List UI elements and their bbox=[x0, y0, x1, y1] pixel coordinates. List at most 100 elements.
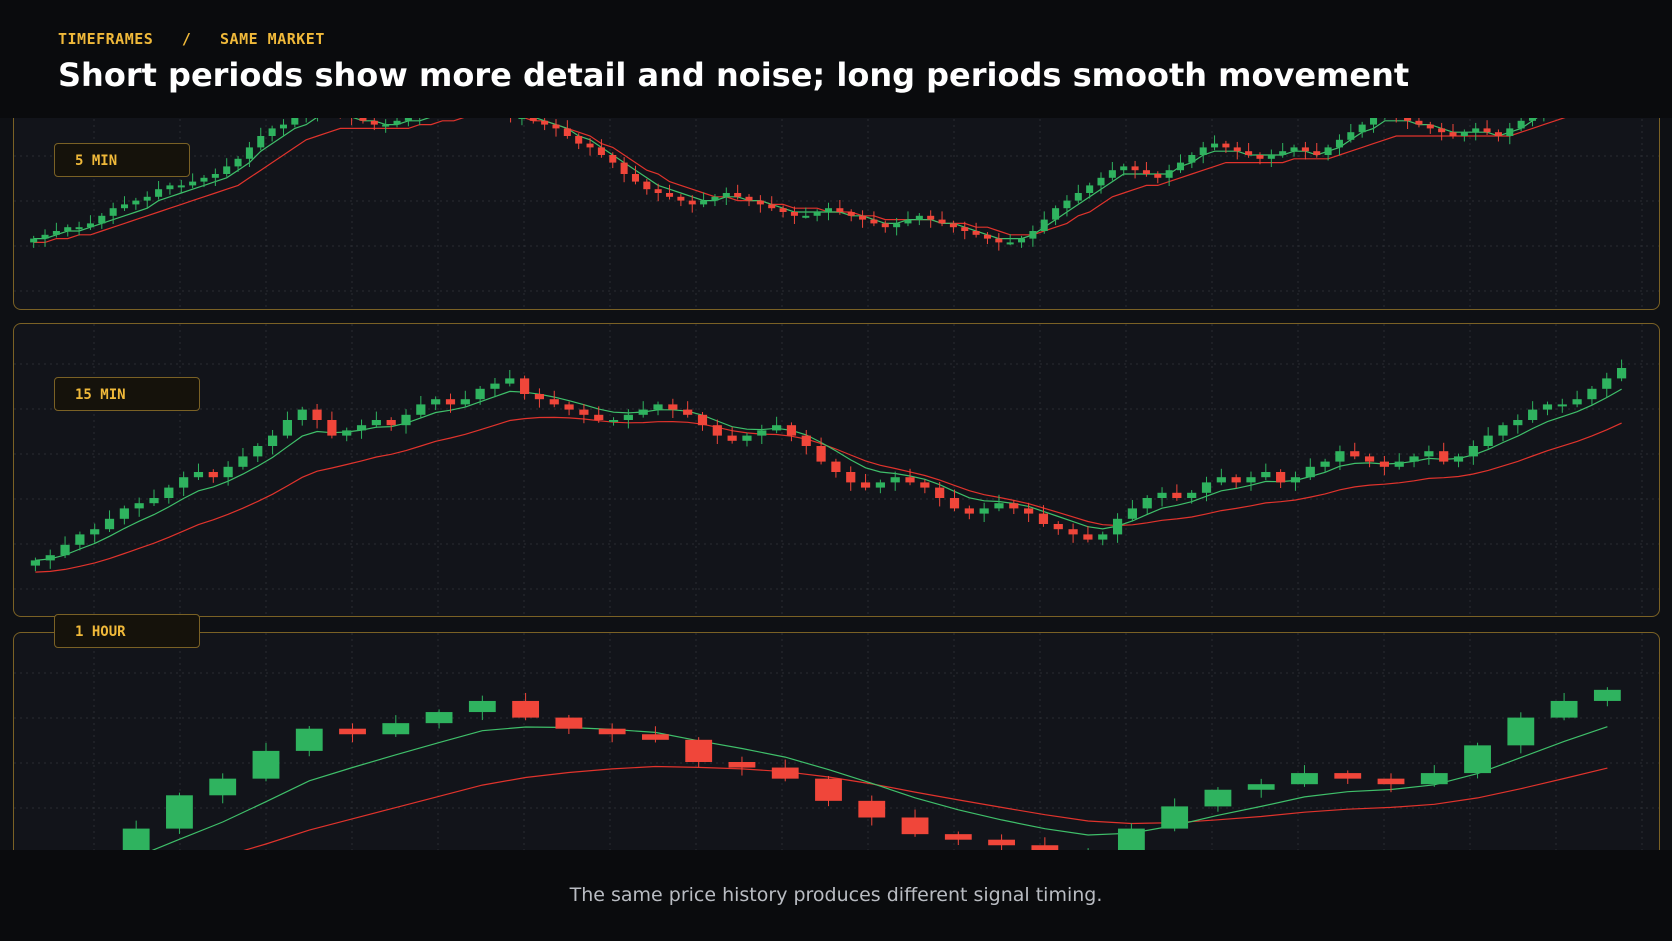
candle bbox=[1483, 427, 1493, 449]
candle-body bbox=[279, 124, 287, 129]
candle bbox=[688, 195, 696, 213]
candle-body bbox=[1211, 143, 1219, 148]
candle bbox=[944, 831, 972, 846]
candle bbox=[1231, 474, 1241, 489]
candle bbox=[802, 207, 810, 219]
candle bbox=[1068, 523, 1078, 543]
candle bbox=[1449, 123, 1457, 139]
candle-body bbox=[431, 399, 441, 405]
candle-body bbox=[722, 193, 730, 197]
candle bbox=[134, 497, 144, 517]
candle-body bbox=[949, 498, 960, 509]
candle bbox=[786, 422, 797, 442]
candle-body bbox=[104, 518, 115, 530]
candle bbox=[875, 479, 885, 494]
candle-body bbox=[771, 767, 799, 779]
candle bbox=[382, 715, 410, 737]
candle bbox=[1507, 712, 1535, 754]
candle bbox=[623, 409, 633, 429]
candle-body bbox=[623, 414, 633, 420]
candle bbox=[166, 792, 193, 834]
candle bbox=[1083, 525, 1093, 543]
candle-body bbox=[677, 196, 685, 201]
candle-body bbox=[393, 120, 401, 125]
candle-body bbox=[30, 560, 41, 566]
candle-body bbox=[75, 534, 85, 545]
candle-body bbox=[1424, 451, 1434, 457]
candle bbox=[1063, 195, 1071, 217]
candle-body bbox=[564, 404, 574, 410]
candle bbox=[30, 235, 38, 248]
candle bbox=[179, 471, 189, 497]
candle-body bbox=[685, 739, 713, 762]
page-title: Short periods show more detail and noise… bbox=[58, 56, 1410, 94]
candle-body bbox=[1204, 789, 1232, 807]
candle-body bbox=[382, 124, 390, 127]
candle bbox=[915, 213, 923, 226]
candle bbox=[223, 158, 231, 177]
candle bbox=[339, 723, 366, 743]
candle bbox=[575, 133, 583, 150]
candles bbox=[30, 71, 1627, 251]
candle bbox=[75, 221, 83, 236]
candle bbox=[813, 209, 821, 222]
candle bbox=[295, 726, 323, 757]
candle-body bbox=[1131, 166, 1139, 171]
candle bbox=[901, 809, 929, 837]
candle-body bbox=[342, 430, 352, 436]
candle-body bbox=[802, 215, 810, 218]
candle-body bbox=[1009, 503, 1019, 509]
candle-body bbox=[245, 147, 253, 159]
candle bbox=[1112, 513, 1123, 543]
candle bbox=[994, 494, 1004, 512]
candle-body bbox=[1120, 166, 1128, 171]
candle-body bbox=[927, 215, 935, 220]
candle bbox=[98, 213, 106, 229]
candle bbox=[1335, 445, 1345, 471]
candle-body bbox=[935, 487, 945, 498]
candle-body bbox=[371, 420, 381, 426]
candle-body bbox=[257, 136, 265, 148]
candle bbox=[1038, 505, 1049, 527]
candle bbox=[1187, 489, 1197, 504]
candle-body bbox=[944, 834, 972, 840]
candle-body bbox=[631, 174, 639, 182]
candle-body bbox=[416, 404, 426, 415]
candle bbox=[677, 194, 685, 207]
candle bbox=[1572, 390, 1582, 408]
candle bbox=[297, 406, 307, 426]
candle-body bbox=[653, 404, 663, 410]
candle-body bbox=[208, 472, 218, 478]
candle bbox=[1320, 458, 1330, 473]
candle bbox=[1324, 144, 1332, 161]
candle-body bbox=[1053, 524, 1063, 530]
candle bbox=[1086, 182, 1094, 199]
candle bbox=[995, 233, 1003, 251]
candle bbox=[119, 505, 129, 525]
chart-15min bbox=[14, 324, 1659, 616]
candle-body bbox=[460, 399, 470, 405]
candle bbox=[371, 411, 381, 429]
candle bbox=[1211, 135, 1219, 151]
candle bbox=[1108, 161, 1116, 181]
candle bbox=[1593, 687, 1621, 707]
candle-body bbox=[1199, 147, 1207, 155]
candle-body bbox=[594, 414, 604, 420]
candle-body bbox=[870, 219, 878, 224]
candle bbox=[512, 692, 540, 721]
candle-body bbox=[1557, 404, 1567, 407]
candle bbox=[1246, 471, 1256, 491]
candle bbox=[1305, 458, 1315, 481]
candle-body bbox=[238, 456, 248, 467]
candle-body bbox=[90, 529, 100, 535]
candle-body bbox=[949, 223, 957, 228]
candle bbox=[1420, 765, 1448, 787]
candle bbox=[1131, 160, 1139, 179]
candle-body bbox=[529, 117, 537, 121]
candle-body bbox=[155, 189, 163, 197]
candle-body bbox=[779, 208, 787, 212]
candle-body bbox=[1483, 435, 1493, 446]
candle bbox=[598, 723, 626, 743]
candle-body bbox=[816, 446, 826, 462]
candle bbox=[1120, 163, 1128, 176]
